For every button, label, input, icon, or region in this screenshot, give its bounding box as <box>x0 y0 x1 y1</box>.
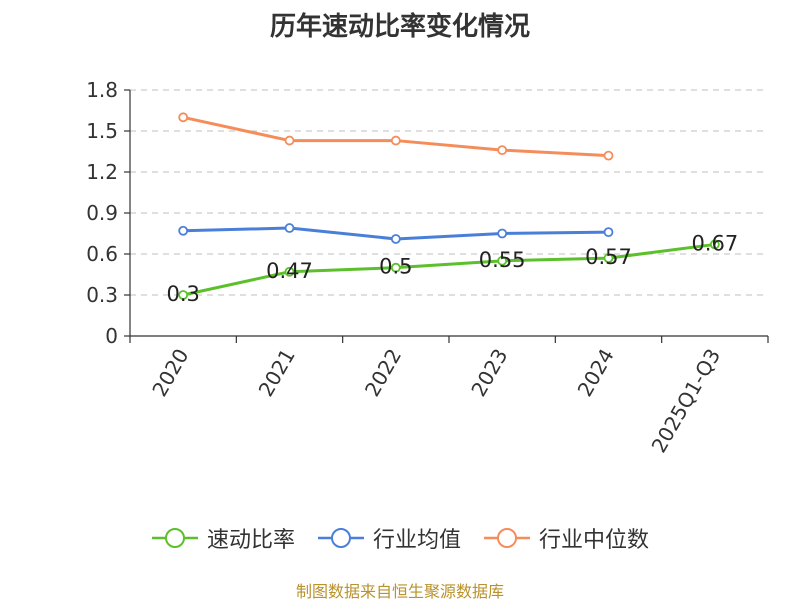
x-tick-label: 2021 <box>254 345 300 401</box>
legend-label: 行业中位数 <box>539 528 650 553</box>
data-point <box>709 239 720 250</box>
x-tick-label: 2024 <box>573 345 619 401</box>
series-lines <box>178 112 720 300</box>
data-point <box>390 234 401 244</box>
legend-swatch <box>151 528 198 548</box>
x-tick-label: 2020 <box>147 345 193 401</box>
source-note: 制图数据来自恒生聚源数据库 <box>295 582 504 601</box>
data-point <box>178 112 189 123</box>
data-point <box>603 227 614 238</box>
data-label: 0.3 <box>166 282 199 306</box>
legend-item: 行业中位数 <box>483 522 649 554</box>
data-label: 0.47 <box>266 259 313 283</box>
data-point <box>284 223 295 233</box>
x-tick-label: 2023 <box>466 344 512 400</box>
data-point <box>284 135 295 146</box>
legend-label: 速动比率 <box>206 528 295 553</box>
data-point <box>497 255 508 266</box>
legend-label: 行业均值 <box>372 528 461 553</box>
legend-swatch <box>484 528 530 548</box>
y-tick-label: 1.2 <box>86 160 118 184</box>
y-tick-label: 0.3 <box>86 283 118 307</box>
data-point <box>178 225 189 236</box>
legend-swatch <box>317 528 364 548</box>
data-point <box>603 253 614 264</box>
data-point <box>390 135 401 146</box>
data-label: 0.57 <box>585 245 632 269</box>
y-tick-label: 1.8 <box>86 78 118 102</box>
legend: 速动比率 行业均值 行业中位数 <box>0 520 800 556</box>
data-point <box>497 228 508 239</box>
y-tick-label: 0.6 <box>86 242 118 266</box>
data-point <box>178 290 189 300</box>
data-labels: 0.3 0.47 0.5 0.55 0.57 0.67 <box>166 231 738 306</box>
y-tick-label: 0 <box>105 324 118 348</box>
legend-item: 行业均值 <box>317 522 461 554</box>
data-label: 0.55 <box>479 248 526 272</box>
data-label: 0.5 <box>379 255 412 279</box>
series-line <box>182 242 716 297</box>
data-point <box>497 145 508 156</box>
line-chart: 0 0.3 0.6 0.9 1.2 1.5 1.8 2020 2021 2022 2023 2024 2… <box>86 78 769 457</box>
grid-lines <box>130 89 768 296</box>
x-tick-label: 2025Q1-Q3 <box>646 345 725 457</box>
axes: 0 0.3 0.6 0.9 1.2 1.5 1.8 2020 2021 2022 2023 2024 2… <box>86 78 769 457</box>
data-point <box>284 266 295 277</box>
x-tick-label: 2022 <box>360 345 406 401</box>
chart-title: 历年速动比率变化情况 <box>269 12 530 42</box>
y-tick-label: 1.5 <box>86 119 118 143</box>
legend-item: 速动比率 <box>151 522 295 554</box>
y-tick-label: 0.9 <box>86 201 118 225</box>
data-label: 0.67 <box>691 231 738 255</box>
data-point <box>390 262 401 273</box>
data-point <box>603 150 614 161</box>
